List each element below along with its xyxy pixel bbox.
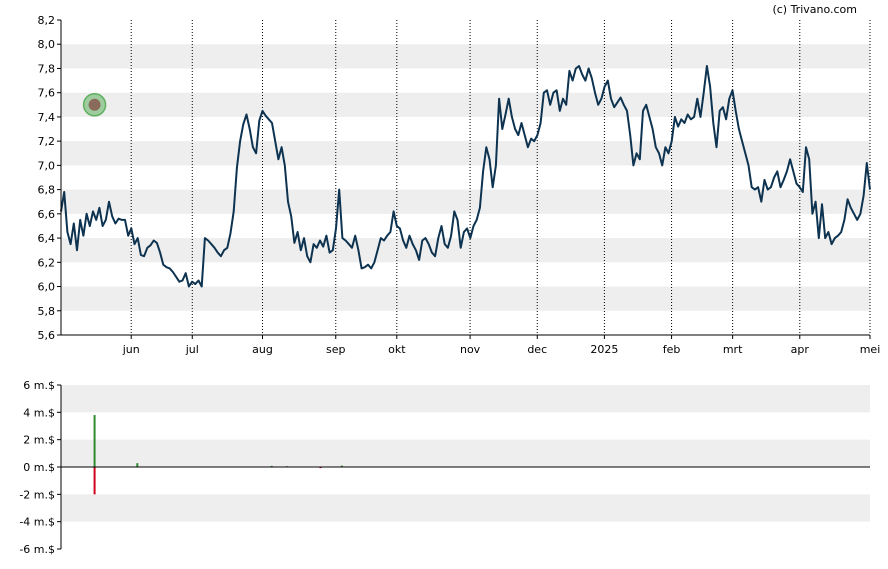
price-y-axis-ticks: 5,6 5,8 6,0 6,2 6,4 6,6 6,8 7,0 7,2 7,4 7,6 7,8 8,0 8…	[38, 14, 61, 342]
price-xtick-label: mrt	[723, 343, 743, 356]
volume-ytick-label: 0 m.$	[23, 461, 55, 474]
event-marker	[82, 93, 107, 117]
price-xtick-label: sep	[326, 343, 345, 356]
price-axes	[60, 20, 870, 336]
price-xtick-label: mei	[860, 343, 881, 356]
price-xtick-label: aug	[252, 343, 273, 356]
price-band	[61, 44, 870, 69]
volume-band	[61, 494, 870, 522]
price-xtick-label: apr	[791, 343, 810, 356]
price-ytick-label: 8,2	[38, 14, 56, 27]
price-band	[61, 141, 870, 166]
volume-band	[61, 439, 870, 467]
price-xtick-label: okt	[388, 343, 406, 356]
volume-ytick-label: -6 m.$	[19, 543, 55, 556]
price-ytick-label: 7,2	[38, 135, 56, 148]
price-ytick-label: 5,8	[38, 305, 56, 318]
price-ytick-label: 6,2	[38, 256, 56, 269]
volume-ytick-label: -4 m.$	[19, 516, 55, 529]
volume-grid-bands	[61, 385, 870, 522]
volume-bars	[93, 415, 343, 495]
copyright-label: (c) Trivano.com	[772, 3, 857, 16]
price-ytick-label: 7,0	[38, 159, 56, 172]
price-xtick-label: nov	[460, 343, 481, 356]
price-xtick-label: 2025	[590, 343, 618, 356]
volume-ytick-label: 2 m.$	[23, 434, 55, 447]
volume-y-axis-ticks: 6 m.$ 4 m.$ 2 m.$ 0 m.$ -2 m.$ -4 m.$ -6 m.$	[19, 379, 61, 556]
volume-band	[61, 385, 870, 413]
price-xtick-label: jul	[185, 343, 199, 356]
marker-dot	[88, 98, 101, 111]
price-band	[61, 92, 870, 117]
price-band	[61, 189, 870, 214]
price-band	[61, 238, 870, 263]
volume-axes	[60, 385, 870, 549]
price-ytick-label: 6,0	[38, 281, 56, 294]
volume-ytick-label: 4 m.$	[23, 406, 55, 419]
price-grid-bands	[61, 44, 870, 311]
price-ytick-label: 7,6	[38, 87, 56, 100]
price-ytick-label: 6,4	[38, 232, 56, 245]
price-ytick-label: 6,8	[38, 184, 56, 197]
price-xtick-label: jun	[122, 343, 140, 356]
price-series-line	[60, 65, 871, 288]
price-x-axis-ticks: jun jul aug sep okt nov dec 2025 feb mrt apr mei	[122, 335, 881, 356]
price-xtick-label: dec	[527, 343, 547, 356]
price-ytick-label: 7,4	[38, 111, 56, 124]
price-band	[61, 286, 870, 311]
price-ytick-label: 6,6	[38, 208, 56, 221]
volume-ytick-label: -2 m.$	[19, 488, 55, 501]
price-ytick-label: 7,8	[38, 62, 56, 75]
price-ytick-label: 8,0	[38, 38, 56, 51]
price-xtick-label: feb	[663, 343, 681, 356]
price-ytick-label: 5,6	[38, 329, 56, 342]
volume-ytick-label: 6 m.$	[23, 379, 55, 392]
